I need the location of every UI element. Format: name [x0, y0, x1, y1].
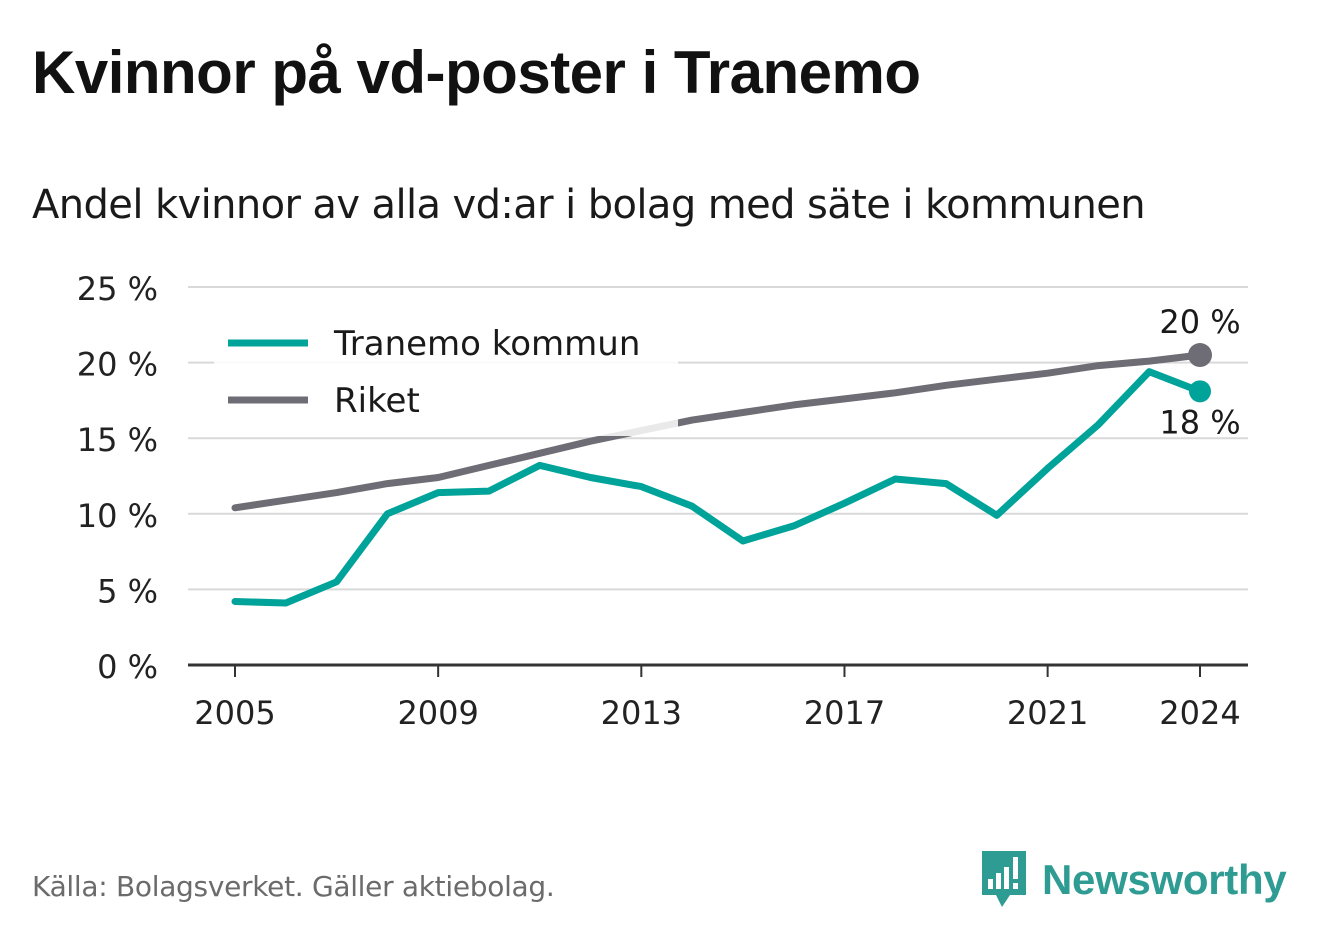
end-label-riket: 20 % [1159, 303, 1240, 341]
x-tick-label: 2009 [397, 694, 478, 732]
series-line-tranemo [231, 368, 1204, 607]
x-axis-ticks: 2005 2009 2013 2017 2021 2024 [188, 663, 1248, 732]
x-tick-label: 2013 [601, 694, 682, 732]
x-tick-label: 2017 [804, 694, 885, 732]
series-lines [231, 343, 1212, 607]
end-label-tranemo: 18 % [1159, 403, 1240, 441]
series-line-riket [231, 351, 1204, 512]
legend-label: Tranemo kommun [333, 324, 640, 364]
end-point-riket [1188, 343, 1212, 368]
end-point-tranemo [1189, 380, 1211, 403]
newsworthy-logo-icon [982, 851, 1026, 907]
chart-title: Kvinnor på vd-poster i Tranemo [32, 39, 921, 106]
y-tick-label: 15 % [77, 421, 158, 459]
y-tick-label: 10 % [77, 497, 158, 535]
y-tick-label: 5 % [97, 572, 158, 610]
y-tick-label: 20 % [77, 346, 158, 384]
brand-logo: Newsworthy [980, 848, 1287, 912]
x-tick-label: 2021 [1007, 694, 1088, 732]
y-tick-label: 0 % [97, 648, 158, 686]
brand-name: Newsworthy [1042, 856, 1287, 903]
x-tick-label: 2005 [194, 694, 275, 732]
x-tick-label: 2024 [1159, 694, 1240, 732]
chart-subtitle: Andel kvinnor av alla vd:ar i bolag med … [32, 182, 1146, 228]
y-tick-label: 25 % [77, 270, 158, 308]
source-note: Källa: Bolagsverket. Gäller aktiebolag. [32, 870, 555, 903]
y-axis-ticks: 0 % 5 % 10 % 15 % 20 % 25 % [77, 270, 158, 686]
line-chart: 0 %5 %10 %15 %20 %25 % 2005 2009 2013 2017 2… [77, 270, 1248, 732]
legend-label: Riket [334, 381, 420, 421]
legend: Tranemo kommun Riket [214, 318, 678, 436]
legend-background [214, 318, 678, 436]
end-labels: 20 % 18 % [1156, 303, 1243, 444]
